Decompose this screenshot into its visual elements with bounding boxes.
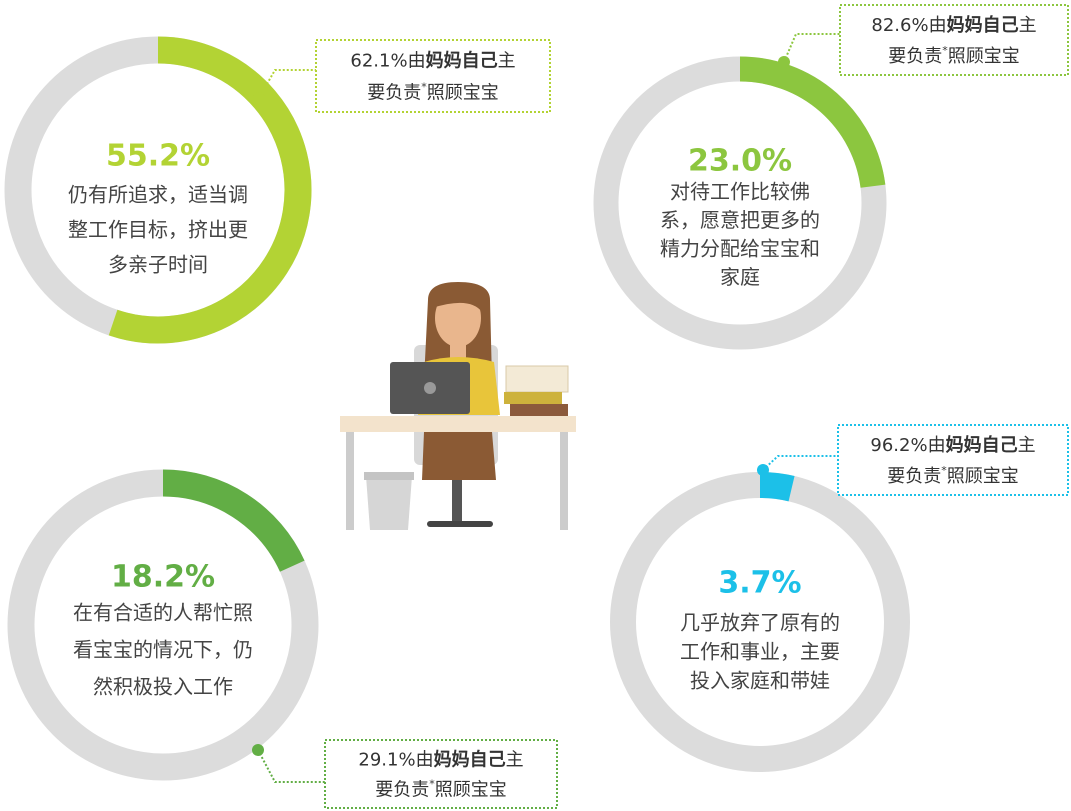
annotation-part: 29.1%由	[358, 749, 433, 770]
percent-label: 18.2%	[111, 560, 215, 595]
annotation-line: 82.6%由妈妈自己主	[871, 14, 1036, 36]
annotation-part: 96.2%由	[870, 435, 945, 456]
annotation-line: 要负责*照顾宝宝	[375, 777, 507, 800]
connector-dot	[253, 92, 265, 104]
annotation-part: 照顾宝宝	[948, 46, 1020, 67]
annotation-line: 要负责*照顾宝宝	[367, 80, 499, 103]
infographic: 55.2%仍有所追求，适当调整工作目标，挤出更多亲子时间62.1%由妈妈自己主要…	[0, 0, 1071, 811]
annotation-part: 要负责	[367, 82, 421, 103]
description-line: 家庭	[720, 265, 760, 289]
annotation-line: 62.1%由妈妈自己主	[350, 50, 515, 72]
description-line: 投入家庭和带娃	[690, 669, 830, 693]
annotation-part: 妈妈自己	[426, 50, 498, 72]
description-line: 然积极投入工作	[93, 675, 233, 699]
illustration	[340, 282, 576, 530]
description-line: 系，愿意把更多的	[660, 208, 820, 232]
donut-arc	[760, 485, 792, 489]
connector-dot	[757, 464, 769, 476]
description-line: 几乎放弃了原有的	[680, 611, 840, 635]
annotation-part: 妈妈自己	[947, 14, 1019, 36]
connector-dot	[252, 744, 264, 756]
annotation-part: 要负责	[887, 466, 941, 487]
annotation-part: 照顾宝宝	[435, 779, 507, 800]
annotation-line: 96.2%由妈妈自己主	[870, 434, 1035, 456]
connector	[258, 750, 325, 782]
description-line: 在有合适的人帮忙照	[73, 601, 253, 625]
description-line: 仍有所追求，适当调	[68, 183, 248, 207]
percent-label: 3.7%	[718, 566, 801, 601]
percent-label: 23.0%	[688, 144, 792, 179]
percent-label: 55.2%	[106, 139, 210, 174]
description-line: 看宝宝的情况下，仍	[73, 638, 253, 662]
annotation-part: 妈妈自己	[434, 748, 506, 770]
annotation-part: 主	[506, 749, 524, 770]
connector	[784, 34, 840, 62]
annotation-part: 照顾宝宝	[947, 466, 1019, 487]
annotation-part: 要负责	[375, 779, 429, 800]
donut-arc	[163, 483, 292, 566]
connector-dot	[778, 56, 790, 68]
connector	[763, 456, 838, 470]
annotation-part: 妈妈自己	[946, 434, 1018, 456]
annotation-part: 照顾宝宝	[427, 82, 499, 103]
description-line: 精力分配给宝宝和	[660, 237, 820, 261]
description-line: 对待工作比较佛	[670, 180, 810, 204]
annotation-part: 要负责	[888, 46, 942, 67]
annotation-line: 要负责*照顾宝宝	[888, 44, 1020, 67]
annotation-line: 29.1%由妈妈自己主	[358, 748, 523, 770]
annotation-part: 62.1%由	[350, 51, 425, 72]
annotation-part: 主	[1018, 435, 1036, 456]
page: {"chart_data": [ {"type": "donut", "valu…	[0, 0, 1071, 811]
description-line: 工作和事业，主要	[680, 640, 840, 664]
annotation-part: 主	[1019, 15, 1037, 36]
annotation-part: 主	[498, 51, 516, 72]
annotation-part: 82.6%由	[871, 15, 946, 36]
description-line: 多亲子时间	[108, 253, 208, 277]
annotation-line: 要负责*照顾宝宝	[887, 464, 1019, 487]
description-line: 整工作目标，挤出更	[68, 218, 248, 242]
